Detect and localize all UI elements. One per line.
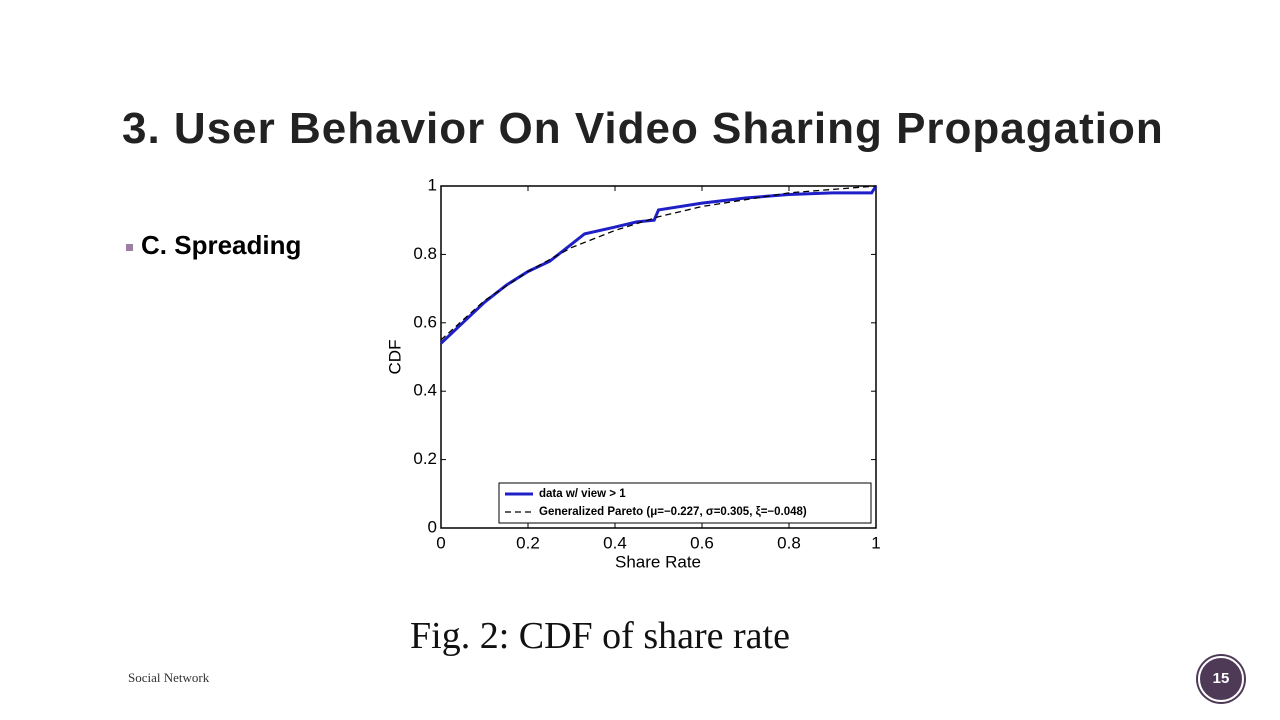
legend-box xyxy=(498,482,872,524)
y-tick-label: 0.4 xyxy=(413,381,437,400)
plot-frame xyxy=(440,185,877,529)
legend-label: Generalized Pareto (μ=−0.227, σ=0.305, ξ… xyxy=(539,506,807,518)
x-tick-label: 0.2 xyxy=(516,533,540,552)
y-tick-label: 0.6 xyxy=(413,312,437,331)
x-tick-label: 0 xyxy=(436,533,445,552)
data-line xyxy=(440,185,877,341)
legend-label: data w/ view > 1 xyxy=(539,488,626,500)
bullet: C. Spreading xyxy=(126,230,301,261)
y-tick-label: 1 xyxy=(428,175,437,194)
x-tick-label: 0.4 xyxy=(603,533,627,552)
page-number: 15 xyxy=(1198,656,1244,702)
x-tick-label: 0.8 xyxy=(777,533,801,552)
y-tick-label: 0.2 xyxy=(413,449,437,468)
x-tick-label: 0.6 xyxy=(690,533,714,552)
figure-caption: Fig. 2: CDF of share rate xyxy=(410,615,790,657)
x-tick-label: 1 xyxy=(871,533,880,552)
y-tick-label: 0.8 xyxy=(413,244,437,263)
slide-title: 3. User Behavior On Video Sharing Propag… xyxy=(122,104,1164,153)
x-axis-label: Share Rate xyxy=(615,552,701,571)
footer: Social Network xyxy=(128,670,210,685)
y-tick-label: 0 xyxy=(428,517,437,536)
y-axis-label: CDF xyxy=(385,340,404,375)
